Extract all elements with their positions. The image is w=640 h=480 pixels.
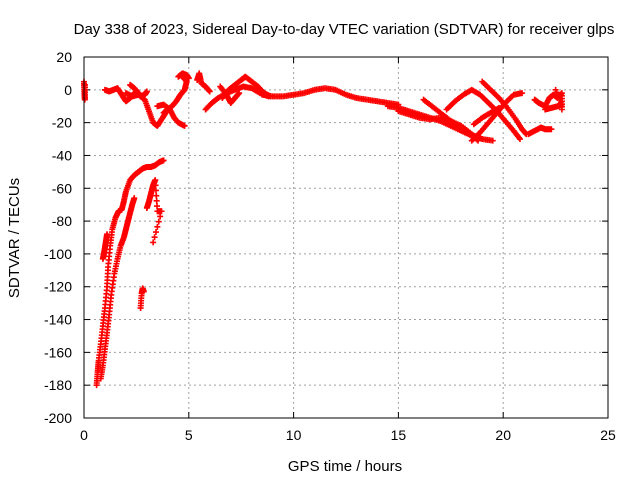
series-arc-1g xyxy=(175,70,192,82)
data-point xyxy=(206,88,213,95)
y-tick-label: -80 xyxy=(52,213,72,229)
data-point xyxy=(236,90,243,97)
data-point xyxy=(519,90,526,97)
series-arc-6a xyxy=(525,124,555,138)
data-point xyxy=(153,197,160,204)
chart-title: Day 338 of 2023, Sidereal Day-to-day VTE… xyxy=(74,21,615,38)
x-axis-label: GPS time / hours xyxy=(288,458,402,475)
x-tick-label: 5 xyxy=(185,427,193,443)
data-point xyxy=(479,136,486,143)
y-tick-label: 20 xyxy=(56,49,72,65)
y-tick-label: -40 xyxy=(52,147,72,163)
y-tick-label: 0 xyxy=(64,82,72,98)
x-tick-label: 25 xyxy=(600,427,616,443)
series-arc-1f xyxy=(160,73,190,116)
x-tick-label: 20 xyxy=(495,427,511,443)
y-axis-label: SDTVAR / TECUs xyxy=(6,178,23,298)
data-point xyxy=(143,88,150,95)
series-arc-2c xyxy=(99,231,111,262)
data-point xyxy=(157,213,164,220)
series-arc-1b xyxy=(101,85,138,105)
series-arc-2a xyxy=(93,157,167,389)
series-arc-1a xyxy=(81,78,89,103)
data-point xyxy=(152,177,159,184)
data-point xyxy=(548,126,555,133)
y-tick-label: -60 xyxy=(52,180,72,196)
data-point xyxy=(140,288,147,295)
data-point xyxy=(552,86,559,93)
data-point xyxy=(152,229,159,236)
series-arc-5a xyxy=(443,86,523,143)
series-arc-2d xyxy=(137,285,147,312)
data-point xyxy=(496,104,503,111)
data-point xyxy=(160,157,167,164)
data-point xyxy=(158,208,165,215)
data-point xyxy=(154,223,161,230)
series-arc-3a xyxy=(194,70,213,95)
x-tick-label: 0 xyxy=(80,427,88,443)
data-point xyxy=(516,136,523,143)
y-tick-label: -100 xyxy=(44,246,72,262)
series-arc-2b xyxy=(97,195,138,382)
data-point xyxy=(155,218,162,225)
x-tick-labels: 0 5 10 15 20 25 xyxy=(80,427,616,443)
data-points xyxy=(81,70,565,389)
series-arc-3d xyxy=(217,83,243,106)
x-tick-label: 15 xyxy=(391,427,407,443)
y-tick-label: -200 xyxy=(44,410,72,426)
y-tick-label: -20 xyxy=(52,115,72,131)
series-arc-4a xyxy=(259,85,402,108)
y-tick-label: -140 xyxy=(44,312,72,328)
plot-frame xyxy=(83,56,609,419)
data-point xyxy=(181,122,188,129)
data-point xyxy=(153,192,160,199)
data-point xyxy=(131,195,138,202)
data-point xyxy=(104,231,111,238)
data-point xyxy=(152,187,159,194)
series-arc-2e xyxy=(143,177,165,246)
y-tick-label: -120 xyxy=(44,279,72,295)
series-arc-6c xyxy=(542,86,565,113)
data-point xyxy=(185,75,192,82)
y-tick-label: -160 xyxy=(44,344,72,360)
data-point xyxy=(152,182,159,189)
data-point xyxy=(82,81,89,88)
series-arc-5c xyxy=(479,78,530,138)
data-point xyxy=(150,239,157,246)
y-tick-label: -180 xyxy=(44,377,72,393)
x-tick-label: 10 xyxy=(286,427,302,443)
data-point xyxy=(489,137,496,144)
data-point xyxy=(154,203,161,210)
series-arc-5d xyxy=(470,104,503,128)
data-point xyxy=(151,234,158,241)
